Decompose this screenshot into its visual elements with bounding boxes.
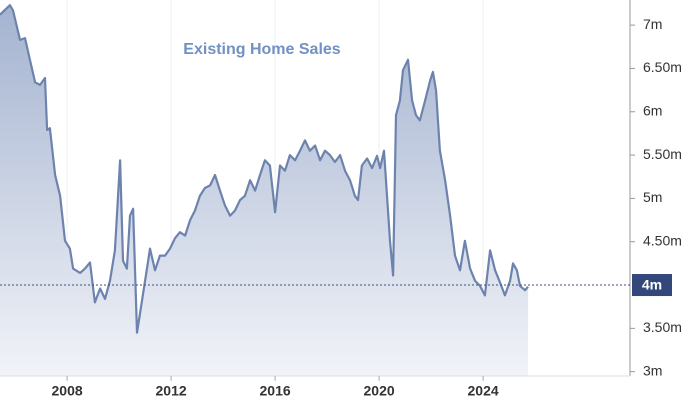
y-tick-label: 3m — [643, 362, 662, 378]
area-fill — [0, 5, 529, 376]
y-tick-label: 5m — [643, 189, 662, 205]
y-tick-label: 7m — [643, 16, 662, 32]
x-tick-label: 2020 — [364, 383, 395, 399]
y-tick-label: 6m — [643, 102, 662, 118]
x-tick-label: 2024 — [468, 383, 499, 399]
y-tick-label: 5.50m — [643, 146, 682, 162]
y-tick-label: 4.50m — [643, 232, 682, 248]
x-tick-label: 2008 — [52, 383, 83, 399]
line — [0, 4, 529, 334]
y-tick-label: 6.50m — [643, 59, 682, 75]
x-tick-label: 2016 — [260, 383, 291, 399]
last-value-label: 4m — [642, 277, 662, 293]
chart-title: Existing Home Sales — [183, 41, 340, 58]
x-tick-label: 2012 — [156, 383, 187, 399]
y-tick-label: 3.50m — [643, 319, 682, 335]
last-value-box — [632, 274, 672, 297]
